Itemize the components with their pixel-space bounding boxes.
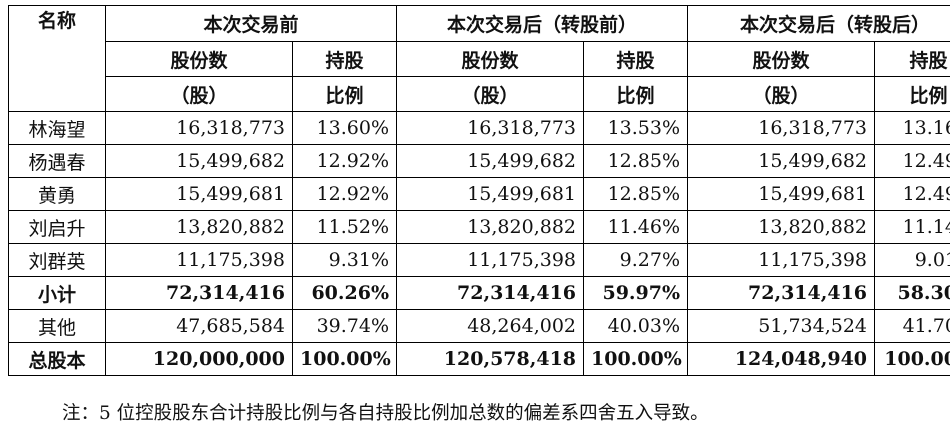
cell-ratio-pre-conversion: 12.85% [583,177,689,211]
cell-shares-pre-conversion: 16,318,773 [396,111,585,145]
cell-ratio-before: 39.74% [291,309,398,343]
table-row: 其他 47,685,584 39.74% 48,264,002 40.03% 5… [8,309,950,343]
shareholder-name: 黄勇 [8,177,106,211]
cell-shares-post-conversion: 11,175,398 [687,243,876,277]
cell-shares-pre-conversion: 48,264,002 [396,309,585,343]
cell-shares-before: 15,499,682 [105,144,293,178]
cell-shares-post-conversion: 72,314,416 [687,276,876,310]
header-shares: 股份数 [687,41,876,77]
cell-ratio-before: 9.31% [291,243,398,277]
header-ratio-line2: 比例 [874,76,950,112]
cell-shares-post-conversion: 15,499,681 [687,177,876,211]
cell-shares-before: 120,000,000 [105,342,293,376]
cell-shares-pre-conversion: 120,578,418 [396,342,585,376]
cell-shares-before: 16,318,773 [105,111,293,145]
cell-ratio-pre-conversion: 59.97% [583,276,689,310]
cell-shares-before: 72,314,416 [105,276,293,310]
shareholder-name: 其他 [8,309,106,343]
table-row: 刘启升 13,820,882 11.52% 13,820,882 11.46% … [8,210,950,244]
header-shares-unit: （股） [105,76,293,112]
table-row-subtotal: 小计 72,314,416 60.26% 72,314,416 59.97% 7… [8,276,950,310]
cell-shares-post-conversion: 13,820,882 [687,210,876,244]
cell-ratio-before: 13.60% [291,111,398,145]
header-group-before: 本次交易前 [104,5,398,42]
header-group-after-pre-conversion: 本次交易后（转股前） [396,5,689,42]
table-body: 林海望 16,318,773 13.60% 16,318,773 13.53% … [8,111,950,376]
table-row: 杨遇春 15,499,682 12.92% 15,499,682 12.85% … [8,144,950,178]
cell-ratio-post-conversion: 58.30% [874,276,950,310]
header-shares: 股份数 [105,41,293,77]
cell-ratio-before: 60.26% [291,276,398,310]
cell-shares-before: 11,175,398 [105,243,293,277]
cell-ratio-before: 12.92% [291,144,398,178]
cell-shares-post-conversion: 15,499,682 [687,144,876,178]
cell-ratio-pre-conversion: 40.03% [583,309,689,343]
shareholder-name: 刘群英 [8,243,106,277]
table-row-total: 总股本 120,000,000 100.00% 120,578,418 100.… [8,342,950,376]
cell-shares-pre-conversion: 13,820,882 [396,210,585,244]
cell-shares-post-conversion: 16,318,773 [687,111,876,145]
cell-ratio-pre-conversion: 12.85% [583,144,689,178]
cell-ratio-pre-conversion: 9.27% [583,243,689,277]
cell-shares-pre-conversion: 11,175,398 [396,243,585,277]
cell-shares-before: 15,499,681 [105,177,293,211]
header-ratio: 持股 [874,41,950,77]
shareholder-name: 林海望 [8,111,106,145]
header-name: 名称 [8,5,106,112]
cell-shares-post-conversion: 124,048,940 [687,342,876,376]
cell-ratio-pre-conversion: 11.46% [583,210,689,244]
cell-ratio-post-conversion: 11.14% [874,210,950,244]
cell-ratio-pre-conversion: 100.00% [583,342,689,376]
share-structure-table: 名称 本次交易前 本次交易后（转股前） 本次交易后（转股后） 股份数 持股 股份… [8,5,950,376]
cell-ratio-post-conversion: 9.01% [874,243,950,277]
shareholder-name: 总股本 [8,342,106,376]
cell-shares-pre-conversion: 15,499,682 [396,144,585,178]
cell-shares-before: 13,820,882 [105,210,293,244]
cell-ratio-before: 11.52% [291,210,398,244]
shareholder-name: 小计 [8,276,106,310]
header-ratio: 持股 [583,41,689,77]
header-shares: 股份数 [396,41,585,77]
cell-ratio-before: 12.92% [291,177,398,211]
cell-ratio-post-conversion: 41.70% [874,309,950,343]
header-ratio-line2: 比例 [583,76,689,112]
table-row: 林海望 16,318,773 13.60% 16,318,773 13.53% … [8,111,950,145]
cell-shares-post-conversion: 51,734,524 [687,309,876,343]
header-group-after-post-conversion: 本次交易后（转股后） [687,5,950,42]
cell-ratio-post-conversion: 13.16% [874,111,950,145]
header-ratio: 持股 [291,41,398,77]
header-shares-unit: （股） [687,76,876,112]
cell-ratio-post-conversion: 12.49% [874,144,950,178]
shareholder-name: 杨遇春 [8,144,106,178]
cell-shares-before: 47,685,584 [105,309,293,343]
cell-shares-pre-conversion: 72,314,416 [396,276,585,310]
cell-shares-pre-conversion: 15,499,681 [396,177,585,211]
header-ratio-line2: 比例 [291,76,398,112]
cell-ratio-post-conversion: 12.49% [874,177,950,211]
shareholder-name: 刘启升 [8,210,106,244]
cell-ratio-before: 100.00% [291,342,398,376]
table-footnote: 注：5 位控股股东合计持股比例与各自持股比例加总数的偏差系四舍五入导致。 [62,403,709,424]
share-structure-table-wrapper: 名称 本次交易前 本次交易后（转股前） 本次交易后（转股后） 股份数 持股 股份… [8,5,950,424]
table-row: 刘群英 11,175,398 9.31% 11,175,398 9.27% 11… [8,243,950,277]
table-row: 黄勇 15,499,681 12.92% 15,499,681 12.85% 1… [8,177,950,211]
cell-ratio-pre-conversion: 13.53% [583,111,689,145]
header-shares-unit: （股） [396,76,585,112]
cell-ratio-post-conversion: 100.00% [874,342,950,376]
